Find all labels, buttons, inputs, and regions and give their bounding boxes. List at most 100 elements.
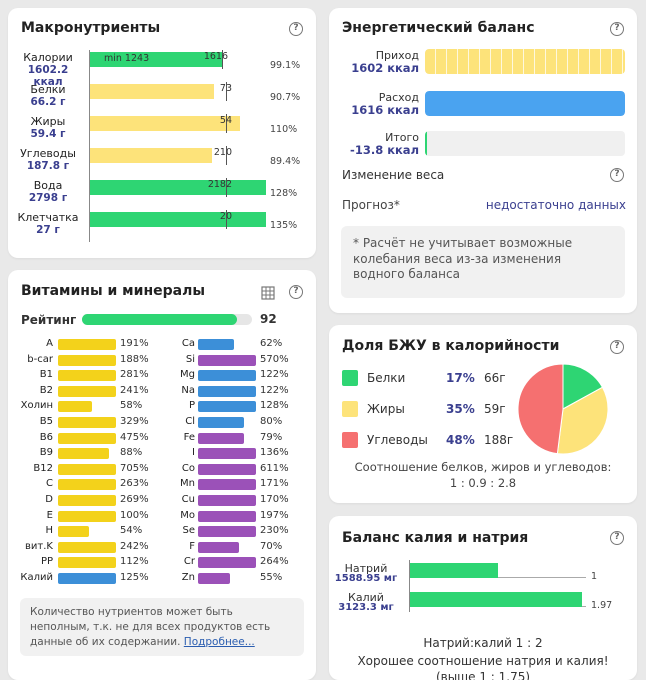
- vitamin-bar: [58, 479, 116, 491]
- macro-name: Клетчатка: [17, 211, 79, 224]
- macro-label: Жиры 59.4 г: [12, 116, 84, 141]
- bju-pct: 35%: [446, 402, 475, 416]
- macro-rows: Калории 1602.2 ккал min 1243 1616 99.1% Белки…: [8, 8, 316, 258]
- kna-ratio-line: Натрий:калий 1 : 2: [423, 636, 543, 650]
- vitamin-name: b-car: [27, 353, 53, 365]
- energy-value: 1602 ккал: [351, 61, 419, 75]
- vitamin-pct: 242%: [120, 540, 149, 552]
- macro-value: 1602.2 ккал: [27, 64, 69, 88]
- mineral-name: Cr: [183, 556, 195, 568]
- vitamin-name: вит.K: [25, 540, 53, 552]
- mineral-pct: 122%: [260, 384, 289, 396]
- energy-bar: [425, 49, 625, 74]
- bju-pct: 48%: [446, 433, 475, 447]
- target-tick: [226, 114, 227, 133]
- macro-bar: [90, 116, 240, 131]
- vitamin-pct: 112%: [120, 556, 149, 568]
- macro-bar-value: 1616: [203, 51, 228, 62]
- kna-name: Калий: [348, 591, 384, 604]
- macro-label: Углеводы 187.8 г: [12, 148, 84, 173]
- mineral-pct: 570%: [260, 353, 289, 365]
- forecast-label: Прогноз*: [342, 198, 400, 212]
- bju-name: Жиры: [367, 402, 405, 416]
- help-icon[interactable]: ?: [610, 168, 624, 182]
- macro-bar: [90, 180, 266, 195]
- vitamin-bar: [58, 354, 116, 366]
- macro-value: 66.2 г: [30, 96, 66, 108]
- macro-bar: [90, 52, 222, 67]
- vitamin-bar: [58, 495, 116, 506]
- vitamin-name: A: [46, 338, 53, 349]
- legend-swatch: [342, 401, 358, 417]
- min-label: min 1243: [104, 53, 150, 64]
- mineral-pct: 170%: [260, 494, 289, 505]
- legend-swatch: [342, 370, 358, 386]
- macro-pct: 89.4%: [270, 156, 301, 167]
- vitamins-note: Количество нутриентов может быть неполны…: [20, 598, 304, 656]
- kna-comment: Хорошее соотношение натрия и калия! (выш…: [357, 654, 609, 680]
- help-icon[interactable]: ?: [610, 22, 624, 36]
- vitamin-name: B1: [39, 369, 53, 381]
- vitamin-bar: [58, 385, 116, 397]
- energy-track: [425, 131, 625, 156]
- mineral-name: Se: [182, 525, 196, 537]
- target-tick: [226, 146, 227, 165]
- macro-pct: 128%: [270, 188, 298, 199]
- more-link[interactable]: Подробнее...: [183, 636, 255, 648]
- mineral-name: Na: [181, 384, 195, 396]
- table-icon[interactable]: [261, 285, 275, 300]
- energy-bar: [425, 131, 427, 156]
- mineral-bar: [198, 354, 256, 366]
- mineral-bar: [198, 417, 244, 428]
- mineral-pct: 55%: [260, 572, 283, 583]
- vitamin-bar: [58, 339, 116, 350]
- target-tick: [226, 210, 227, 229]
- macro-bar-value: 54: [219, 115, 232, 126]
- mineral-name: Cl: [185, 416, 195, 427]
- bju-title: Доля БЖУ в калорийности: [342, 338, 560, 354]
- bju-card: Доля БЖУ в калорийности ? Белки 17% 66г Жир…: [329, 325, 637, 503]
- bju-ratio-text: Соотношение белков, жиров и углеводов:: [354, 460, 612, 474]
- help-icon[interactable]: ?: [289, 22, 303, 36]
- weight-note: * Расчёт не учитывает возможные колебани…: [341, 226, 625, 298]
- help-icon[interactable]: ?: [610, 340, 624, 354]
- help-icon[interactable]: ?: [610, 531, 624, 545]
- mineral-bar: [198, 463, 256, 475]
- mineral-pct: 230%: [260, 525, 289, 537]
- vitamin-pct: 88%: [120, 447, 143, 459]
- mineral-pct: 136%: [260, 447, 289, 459]
- mineral-pct: 128%: [260, 400, 289, 412]
- bju-ratio-value: 1 : 0.9 : 2.8: [449, 476, 517, 490]
- energy-bar: [425, 91, 625, 116]
- vitamin-bar: [58, 557, 116, 569]
- bju-pie-chart: [517, 363, 609, 455]
- mineral-pct: 264%: [260, 556, 289, 568]
- energy-title: Энергетический баланс: [342, 20, 535, 36]
- vitamins-title: Витамины и минералы: [21, 283, 205, 299]
- mineral-name: P: [188, 400, 195, 412]
- kna-bar: [410, 592, 582, 607]
- vitamin-name: B9: [39, 447, 53, 459]
- macro-pct: 110%: [270, 124, 298, 135]
- macro-pct: 99.1%: [270, 60, 301, 71]
- vitamin-pct: 263%: [120, 478, 149, 490]
- vitamin-pct: 705%: [120, 462, 149, 474]
- kna-value: 1588.95 мг: [334, 573, 398, 584]
- mineral-pct: 171%: [260, 478, 289, 490]
- kna-ratio: 1: [591, 571, 598, 582]
- macro-pct: 135%: [270, 220, 298, 231]
- forecast-value: недостаточно данных: [485, 198, 626, 212]
- macro-value: 59.4 г: [30, 128, 66, 140]
- macro-label: Белки 66.2 г: [12, 84, 84, 109]
- weight-title: Изменение веса: [342, 168, 445, 182]
- help-icon[interactable]: ?: [289, 285, 303, 299]
- mineral-name: Ca: [181, 338, 195, 349]
- vitamin-pct: 329%: [120, 416, 149, 427]
- target-tick: [226, 178, 227, 197]
- macro-name: Калории: [23, 51, 73, 64]
- vitamin-pct: 281%: [120, 369, 149, 381]
- vitamin-bar: [58, 417, 116, 428]
- vitamin-bar: [58, 463, 116, 475]
- vitamin-bar: [58, 510, 116, 522]
- vitamin-bar: [58, 432, 116, 444]
